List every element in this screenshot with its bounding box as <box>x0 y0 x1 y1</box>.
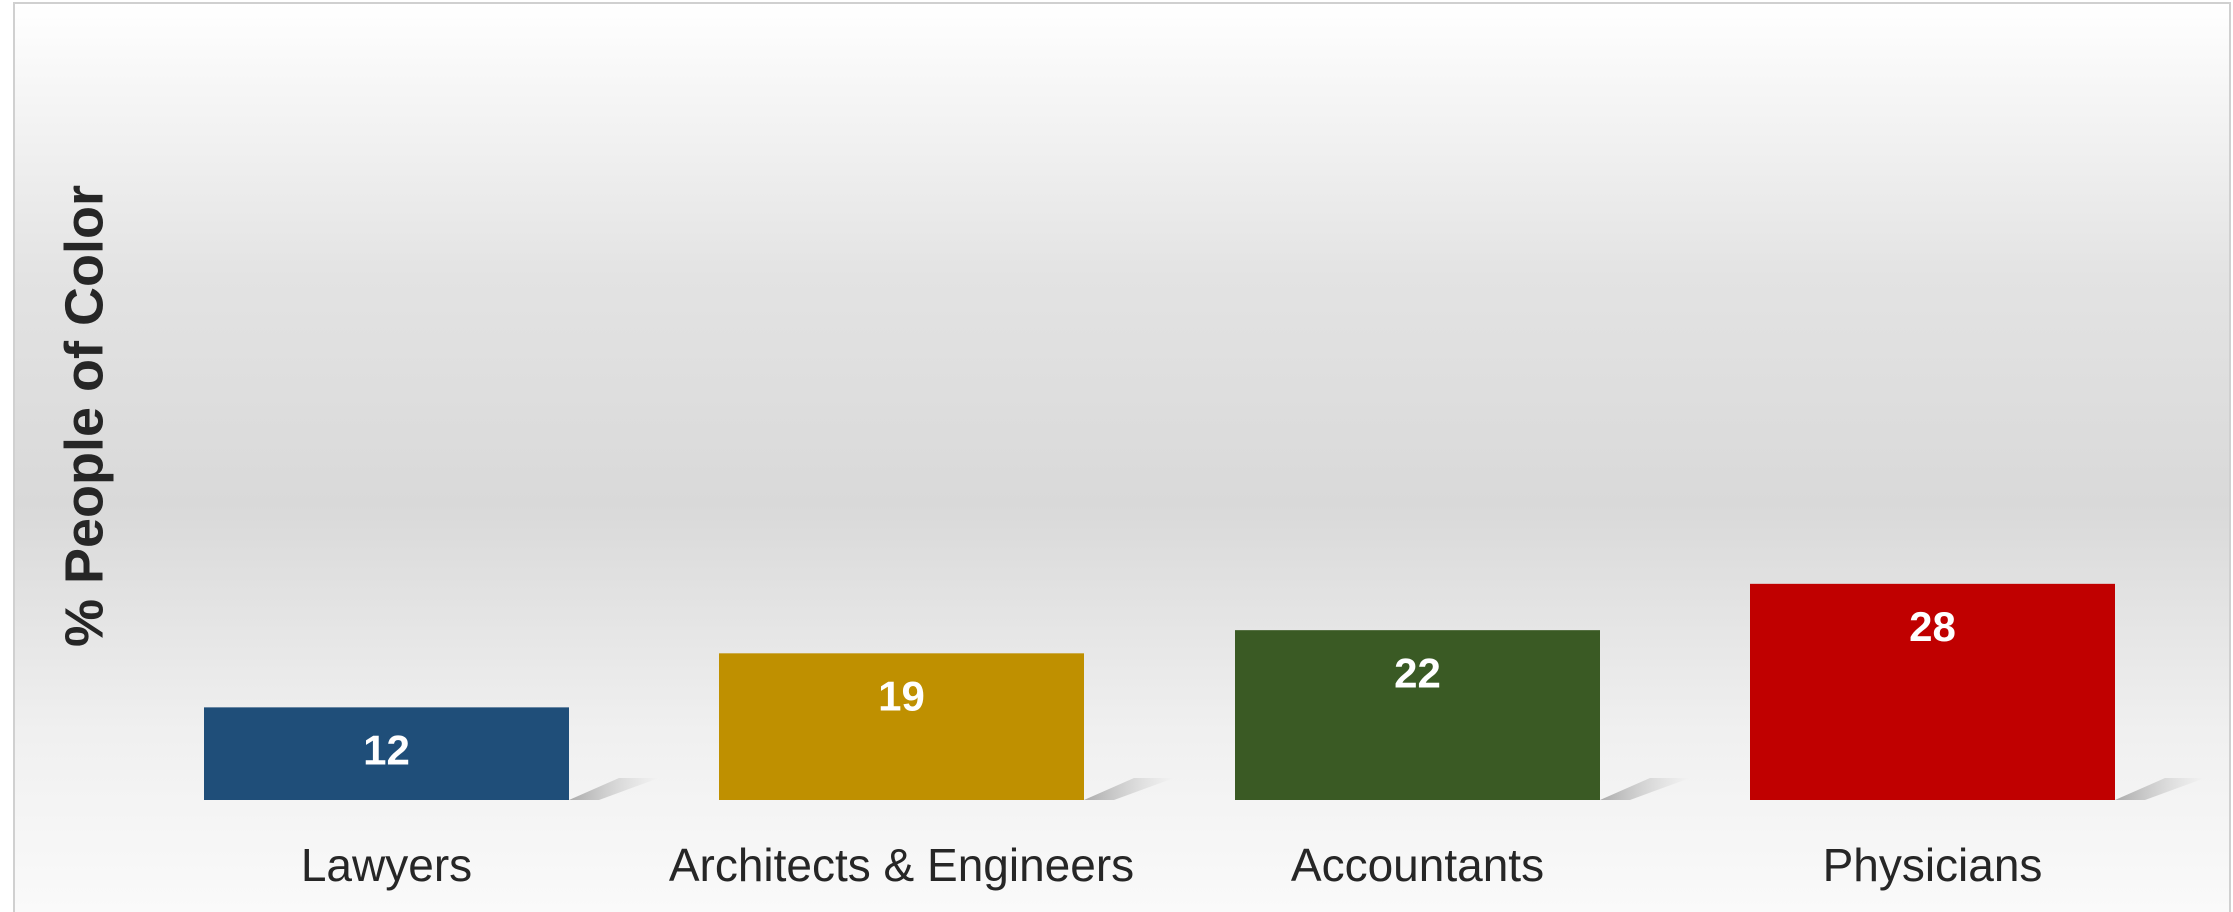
x-tick-label: Physicians <box>1823 839 2043 891</box>
x-tick-label: Accountants <box>1291 839 1544 891</box>
bar <box>1235 630 1600 800</box>
value-label: 22 <box>1394 649 1441 696</box>
value-label: 12 <box>363 726 410 773</box>
bar-shadow <box>2115 778 2205 800</box>
bar-shadow <box>1600 778 1690 800</box>
x-tick-label: Architects & Engineers <box>669 839 1134 891</box>
bar-shadow <box>1084 778 1174 800</box>
bar-shadow <box>569 778 659 800</box>
bar <box>204 707 569 800</box>
bar <box>1750 583 2115 800</box>
value-label: 19 <box>878 672 925 719</box>
y-axis-title: % People of Color <box>54 185 114 647</box>
x-tick-label: Lawyers <box>301 839 472 891</box>
value-label: 28 <box>1909 603 1956 650</box>
bar <box>719 653 1084 800</box>
